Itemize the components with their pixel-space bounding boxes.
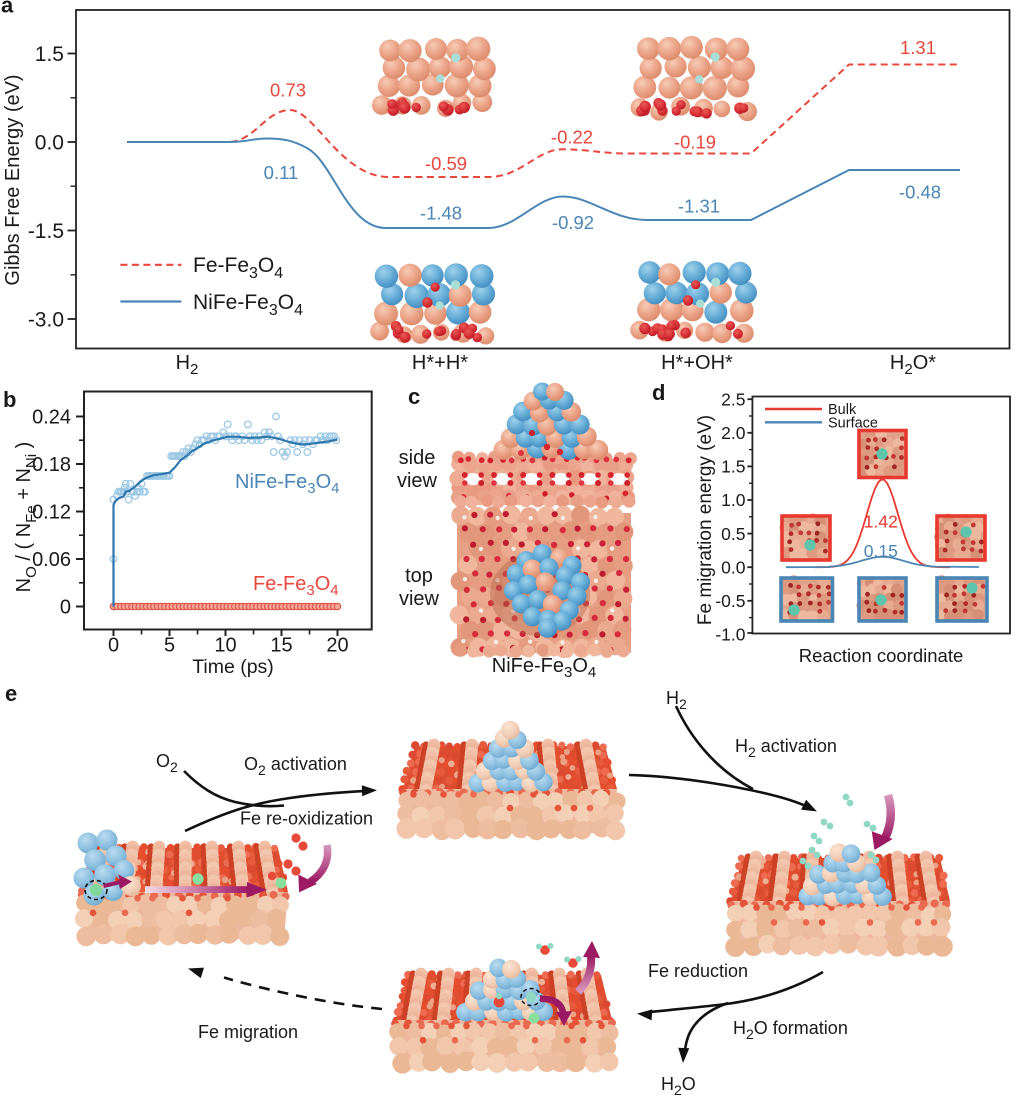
svg-text:0: 0 [108, 635, 119, 657]
svg-text:-0.48: -0.48 [899, 182, 941, 203]
svg-text:-0.5: -0.5 [715, 591, 745, 611]
svg-text:Time (ps): Time (ps) [192, 656, 274, 678]
svg-text:-0.92: -0.92 [552, 212, 594, 233]
svg-text:-3.0: -3.0 [28, 308, 64, 331]
svg-text:1.5: 1.5 [721, 457, 745, 477]
svg-text:10: 10 [214, 635, 236, 657]
svg-text:H*+H*: H*+H* [412, 352, 468, 374]
svg-text:Fe migration: Fe migration [198, 1022, 298, 1042]
svg-text:Fe reduction: Fe reduction [648, 961, 748, 981]
svg-text:-1.48: -1.48 [420, 203, 462, 224]
svg-text:Surface: Surface [828, 416, 878, 432]
svg-text:H2O: H2O [661, 1074, 696, 1097]
svg-text:Gibbs Free Energy (eV): Gibbs Free Energy (eV) [2, 74, 24, 285]
svg-text:-1.0: -1.0 [715, 625, 745, 645]
svg-text:0.15: 0.15 [864, 541, 898, 561]
svg-text:a: a [1, 0, 14, 18]
svg-text:5: 5 [164, 635, 175, 657]
svg-text:Bulk: Bulk [828, 402, 857, 418]
svg-text:view: view [399, 588, 440, 610]
svg-text:view: view [397, 470, 438, 492]
svg-text:c: c [408, 384, 420, 409]
svg-text:H*+OH*: H*+OH* [661, 352, 733, 374]
svg-text:b: b [3, 387, 16, 412]
svg-text:side: side [399, 447, 436, 469]
svg-text:top: top [405, 565, 433, 587]
svg-text:-1.31: -1.31 [678, 196, 720, 217]
svg-text:0.11: 0.11 [264, 162, 299, 183]
svg-text:1.31: 1.31 [900, 37, 936, 58]
svg-text:Fe migration energy (eV): Fe migration energy (eV) [695, 415, 716, 625]
svg-text:0.12: 0.12 [32, 502, 71, 524]
svg-text:0.5: 0.5 [721, 524, 745, 544]
svg-text:20: 20 [326, 635, 348, 657]
svg-text:e: e [5, 681, 17, 706]
svg-text:-0.19: -0.19 [674, 132, 716, 153]
svg-text:d: d [652, 380, 665, 405]
svg-text:-0.59: -0.59 [425, 153, 467, 174]
svg-text:Fe-Fe3O4: Fe-Fe3O4 [253, 573, 339, 599]
svg-text:1.5: 1.5 [35, 43, 64, 66]
svg-text:Reaction coordinate: Reaction coordinate [799, 645, 964, 666]
svg-text:0.18: 0.18 [32, 454, 71, 476]
svg-text:Fe re-oxidization: Fe re-oxidization [240, 809, 373, 829]
svg-text:-0.22: -0.22 [551, 127, 593, 148]
svg-text:1.42: 1.42 [864, 512, 898, 532]
svg-text:0.0: 0.0 [721, 557, 746, 577]
svg-text:1.0: 1.0 [721, 490, 746, 510]
svg-text:15: 15 [270, 635, 292, 657]
svg-text:-1.5: -1.5 [28, 220, 64, 243]
svg-text:H2O*: H2O* [890, 352, 936, 378]
svg-text:0.24: 0.24 [32, 407, 71, 429]
svg-text:2.5: 2.5 [721, 389, 745, 409]
svg-text:NiFe-Fe3O4: NiFe-Fe3O4 [492, 655, 596, 681]
svg-text:2.0: 2.0 [721, 423, 746, 443]
svg-text:0.73: 0.73 [270, 80, 306, 101]
svg-text:0.06: 0.06 [32, 549, 71, 571]
svg-text:0: 0 [60, 597, 71, 619]
svg-text:0.0: 0.0 [35, 131, 64, 154]
svg-text:NiFe-Fe3O4: NiFe-Fe3O4 [235, 471, 339, 497]
